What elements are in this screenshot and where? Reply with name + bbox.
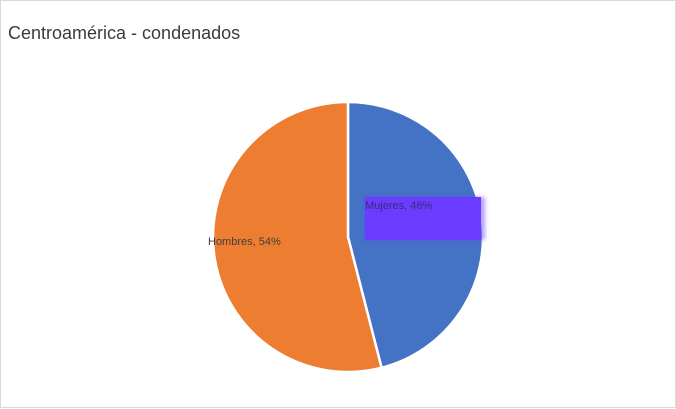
chart-title: Centroamérica - condenados [8, 23, 241, 43]
pie-slice-hombres [211, 100, 384, 374]
data-label-hombres: Hombres, 54% [208, 236, 281, 248]
pie-data-labels: Mujeres, 46% Hombres, 54% [208, 197, 485, 248]
data-label-mujeres-box [365, 197, 485, 240]
data-label-mujeres: Mujeres, 46% [365, 200, 432, 212]
